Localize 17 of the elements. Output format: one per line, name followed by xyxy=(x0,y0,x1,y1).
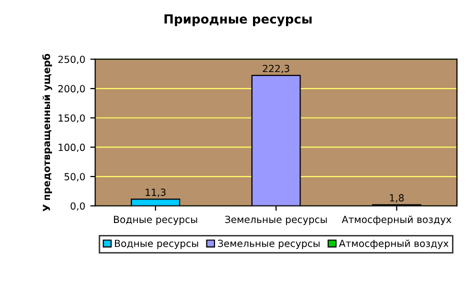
data-label: 1,8 xyxy=(390,194,404,203)
legend-label: Атмосферный воздух xyxy=(338,240,449,249)
y-tick-label: 150,0 xyxy=(58,114,85,123)
data-label: 222,3 xyxy=(262,64,290,74)
y-tick-label: 250,0 xyxy=(58,56,85,64)
y-tick-label: 50,0 xyxy=(64,173,85,182)
x-tick-label: Атмосферный воздух xyxy=(342,216,452,225)
x-tick-label: Земельные ресурсы xyxy=(225,216,327,225)
legend-label: Земельные ресурсы xyxy=(218,240,320,249)
y-tick-label: 100,0 xyxy=(58,144,85,152)
chart-title: Природные ресурсы xyxy=(164,14,312,26)
legend-label: Водные ресурсы xyxy=(114,240,198,249)
y-tick-label: 0,0 xyxy=(70,202,85,211)
data-label: 11,3 xyxy=(146,188,166,197)
y-axis-title: У предотвращенный ущерб xyxy=(42,54,52,212)
x-tick-label: Водные ресурсы xyxy=(114,216,198,225)
y-tick-label: 200,0 xyxy=(58,85,85,94)
